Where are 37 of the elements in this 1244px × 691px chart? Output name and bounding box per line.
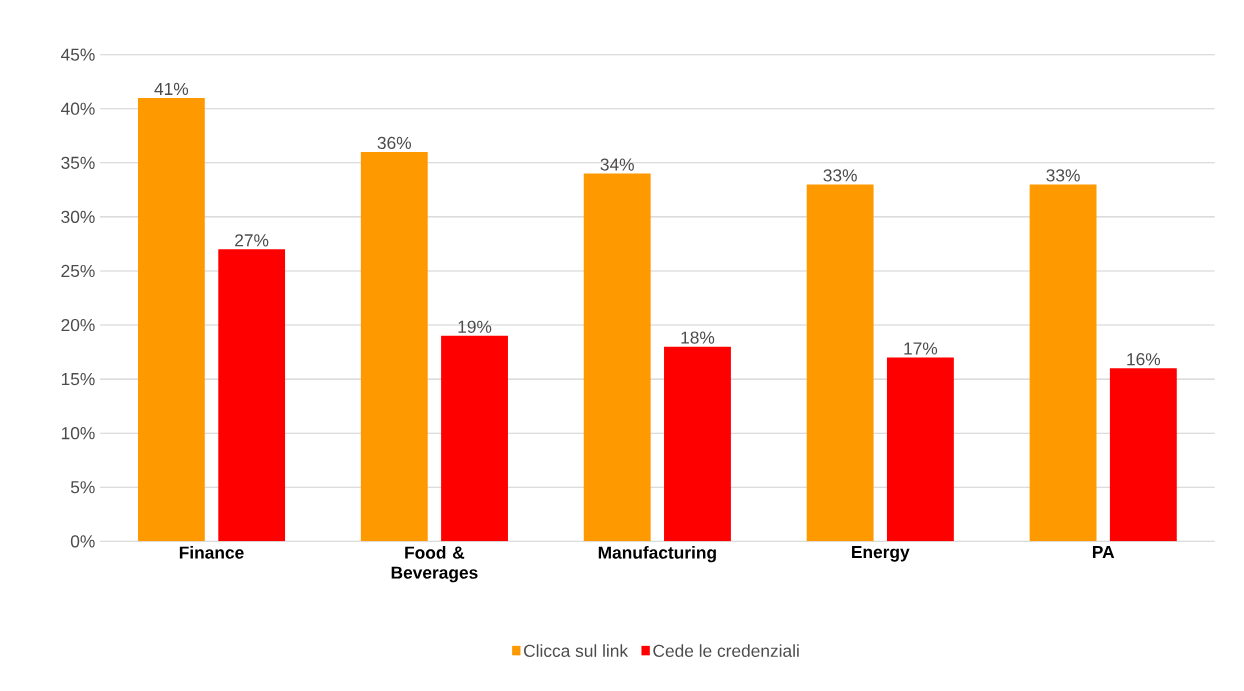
data-label: 33%: [823, 169, 857, 182]
y-tick-label: 15%: [61, 373, 95, 386]
bar: [1109, 368, 1177, 542]
legend-label: Clicca sul link: [524, 644, 629, 658]
y-tick-label: 40%: [61, 102, 95, 116]
y-tick-label: 35%: [61, 156, 95, 170]
data-label: 19%: [458, 320, 492, 334]
bar: [806, 184, 874, 542]
data-label: 18%: [681, 331, 715, 344]
bar: [441, 336, 508, 542]
data-label: 34%: [600, 158, 634, 171]
data-label: 36%: [377, 136, 412, 150]
bar: [218, 249, 286, 542]
y-tick-label: 45%: [61, 48, 95, 61]
data-label: 17%: [904, 342, 938, 355]
data-label: 27%: [235, 234, 269, 247]
bar: [886, 357, 954, 542]
bar: [583, 173, 651, 542]
y-tick-label: 20%: [61, 319, 95, 332]
x-tick-label: Energy: [852, 546, 910, 562]
bar: [137, 98, 205, 542]
data-label: 33%: [1046, 169, 1080, 182]
x-tick-label: Manufacturing: [598, 546, 716, 563]
x-tick-label: PA: [1092, 546, 1115, 559]
y-tick-label: 25%: [61, 264, 95, 278]
y-tick-label: 5%: [70, 481, 95, 494]
data-label: 16%: [1127, 353, 1161, 366]
bar: [664, 346, 731, 542]
data-label: 41%: [154, 83, 189, 96]
x-tick-label: Finance: [179, 546, 244, 559]
x-tick-label: Food & Beverages: [391, 546, 478, 583]
y-tick-label: 0%: [70, 535, 95, 548]
bar: [1029, 184, 1097, 542]
legend-label: Cede le credenziali: [653, 644, 799, 658]
bar: [360, 152, 428, 542]
y-tick-label: 30%: [61, 210, 95, 224]
y-tick-label: 10%: [61, 427, 95, 440]
